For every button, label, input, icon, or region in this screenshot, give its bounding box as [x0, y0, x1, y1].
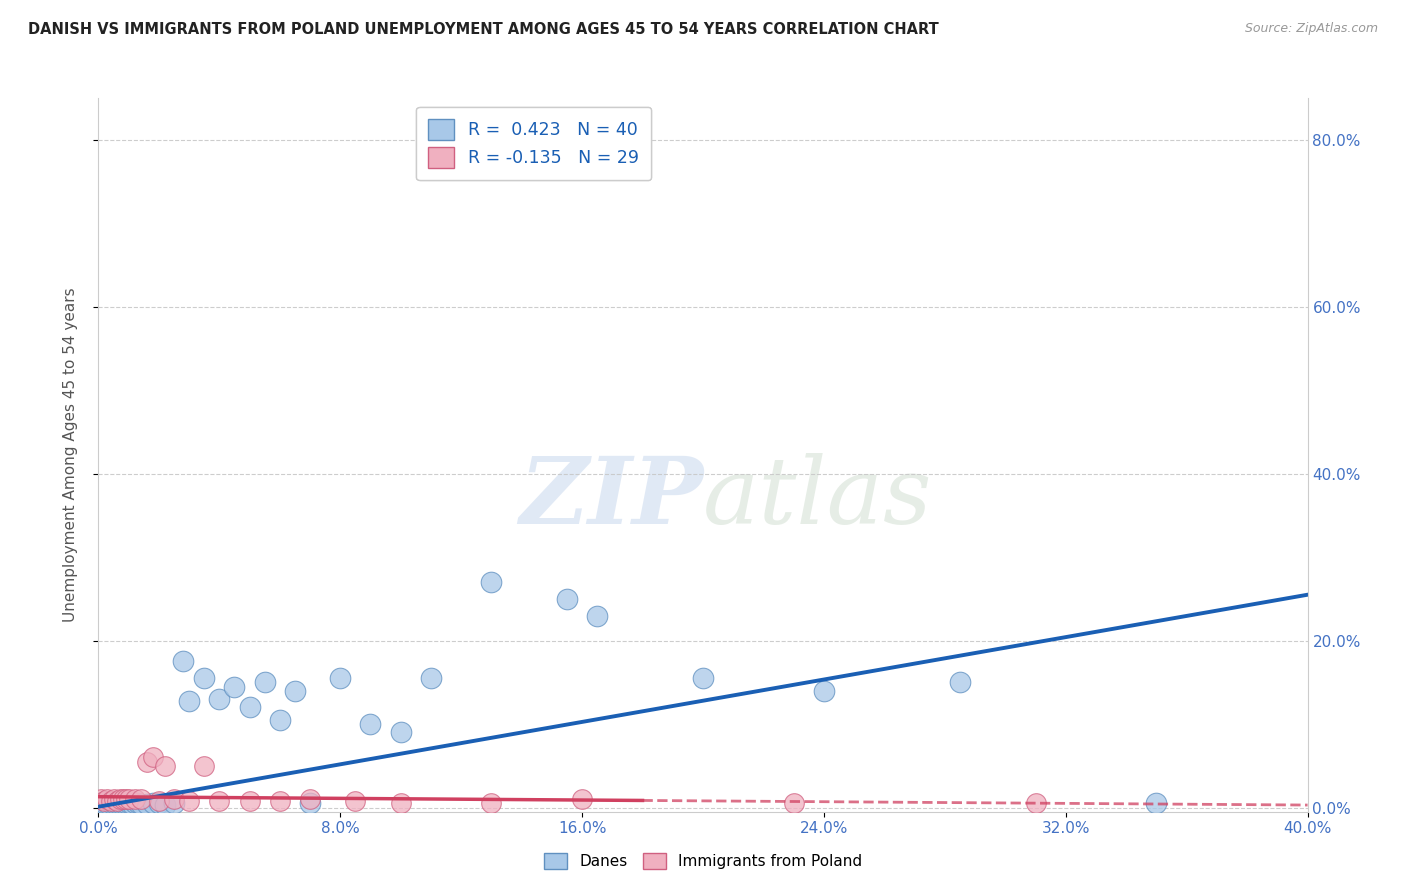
Point [135, 755, 157, 769]
Point [389, 797, 412, 811]
Point [108, 797, 131, 811]
Point [118, 797, 141, 811]
Point [129, 797, 152, 812]
Point [344, 794, 367, 808]
Legend: Danes, Immigrants from Poland: Danes, Immigrants from Poland [538, 847, 868, 875]
Point [239, 794, 262, 808]
Point [121, 797, 143, 812]
Point [813, 683, 835, 698]
Y-axis label: Unemployment Among Ages 45 to 54 years: Unemployment Among Ages 45 to 54 years [63, 287, 77, 623]
Point [179, 694, 201, 708]
Point [108, 792, 131, 806]
Point [142, 797, 165, 811]
Point [481, 575, 503, 590]
Text: ZIP: ZIP [519, 453, 703, 542]
Point [253, 675, 276, 690]
Point [124, 797, 146, 811]
Point [420, 671, 443, 685]
Legend: R =  0.423   N = 40, R = -0.135   N = 29: R = 0.423 N = 40, R = -0.135 N = 29 [416, 107, 651, 180]
Point [124, 792, 146, 806]
Point [269, 713, 291, 727]
Text: Source: ZipAtlas.com: Source: ZipAtlas.com [1244, 22, 1378, 36]
Point [586, 608, 609, 623]
Point [105, 796, 128, 810]
Text: atlas: atlas [703, 453, 932, 542]
Point [1144, 797, 1167, 811]
Point [163, 797, 186, 811]
Point [103, 797, 125, 811]
Point [153, 759, 176, 773]
Point [90, 792, 112, 806]
Point [193, 759, 215, 773]
Point [114, 797, 136, 811]
Point [153, 798, 176, 813]
Point [103, 792, 125, 806]
Point [269, 794, 291, 808]
Point [114, 792, 136, 806]
Point [239, 700, 262, 714]
Point [329, 671, 352, 685]
Point [142, 750, 165, 764]
Point [148, 794, 170, 808]
Point [135, 797, 157, 812]
Point [193, 671, 215, 685]
Point [1024, 797, 1046, 811]
Point [90, 796, 112, 810]
Point [163, 792, 186, 806]
Point [93, 796, 115, 810]
Point [96, 796, 118, 810]
Point [299, 797, 322, 811]
Point [148, 796, 170, 810]
Point [571, 792, 593, 806]
Point [127, 796, 149, 810]
Point [111, 792, 134, 806]
Point [224, 680, 246, 694]
Point [481, 797, 503, 811]
Point [949, 675, 972, 690]
Point [105, 794, 128, 808]
Point [118, 792, 141, 806]
Point [208, 692, 231, 706]
Point [100, 794, 122, 808]
Point [389, 725, 412, 739]
Point [100, 796, 122, 810]
Point [284, 683, 307, 698]
Point [179, 794, 201, 808]
Point [129, 792, 152, 806]
Point [299, 792, 322, 806]
Point [555, 591, 578, 606]
Point [172, 655, 194, 669]
Point [360, 717, 382, 731]
Point [96, 792, 118, 806]
Point [93, 794, 115, 808]
Point [208, 794, 231, 808]
Point [111, 797, 134, 811]
Point [692, 671, 714, 685]
Text: DANISH VS IMMIGRANTS FROM POLAND UNEMPLOYMENT AMONG AGES 45 TO 54 YEARS CORRELAT: DANISH VS IMMIGRANTS FROM POLAND UNEMPLO… [28, 22, 939, 37]
Point [783, 797, 806, 811]
